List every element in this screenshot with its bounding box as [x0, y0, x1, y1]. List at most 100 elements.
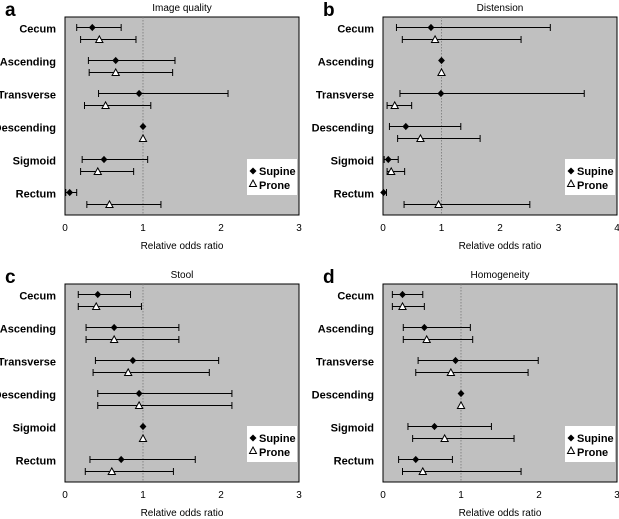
legend-label-prone: Prone: [577, 447, 608, 459]
panel-title: Stool: [171, 270, 194, 281]
category-label: Transverse: [316, 357, 374, 369]
category-label: Cecum: [19, 291, 56, 303]
triangle-marker: [138, 433, 148, 442]
data-point-supine: [398, 455, 453, 464]
diamond-marker: [88, 23, 96, 32]
diamond-marker: [438, 56, 445, 65]
panel-letter: a: [5, 0, 16, 21]
diamond-marker: [420, 323, 428, 332]
x-axis-label: Relative odds ratio: [459, 508, 542, 519]
legend-diamond-icon: [567, 167, 575, 175]
data-point-prone: [456, 400, 466, 409]
data-point-supine: [81, 155, 149, 164]
data-point-supine: [407, 422, 492, 431]
triangle-marker: [440, 433, 450, 442]
category-label: Rectum: [16, 456, 57, 468]
category-label: Rectum: [334, 456, 375, 468]
data-point-supine: [65, 188, 78, 197]
triangle-marker: [415, 133, 425, 142]
diamond-marker: [431, 422, 438, 431]
data-point-prone: [84, 466, 174, 475]
data-point-prone: [138, 433, 148, 442]
data-point-prone: [88, 67, 174, 76]
legend: Supine Prone: [247, 159, 297, 195]
panel-letter: c: [5, 267, 16, 288]
data-point-supine: [77, 290, 132, 299]
diamond-marker: [66, 188, 74, 197]
legend-label-prone: Prone: [577, 180, 608, 192]
category-label: Descending: [0, 123, 56, 135]
data-point-prone: [80, 166, 135, 175]
legend: Supine Prone: [565, 426, 615, 462]
panel-title: Homogeneity: [471, 270, 530, 281]
legend-triangle-icon: [566, 178, 576, 187]
diamond-marker: [94, 290, 102, 299]
panel-b: b Distension 0 1 2 3 4 Relative odds ratio Cecum…: [312, 0, 619, 252]
triangle-marker: [94, 34, 104, 43]
triangle-marker: [386, 166, 396, 175]
data-point-supine: [139, 422, 147, 431]
category-label: Transverse: [0, 357, 56, 369]
legend-box: [565, 159, 615, 195]
triangle-marker: [109, 334, 119, 343]
data-point-prone: [402, 334, 474, 343]
triangle-marker: [123, 367, 133, 376]
category-label: Rectum: [16, 189, 57, 201]
panel-a: a Image quality 0 1 2 3 Relative odds ratio Cec…: [0, 0, 302, 252]
legend-box: [247, 159, 297, 195]
diamond-marker: [457, 389, 465, 398]
triangle-marker: [93, 166, 103, 175]
category-label: Cecum: [337, 24, 374, 36]
triangle-marker: [446, 367, 456, 376]
data-point-supine: [388, 122, 462, 131]
diamond-marker: [139, 122, 147, 131]
diamond-marker: [135, 89, 143, 98]
diamond-marker: [112, 56, 120, 65]
x-tick-label: 1: [439, 223, 445, 234]
diamond-marker: [384, 155, 392, 164]
category-label: Cecum: [337, 291, 374, 303]
diamond-marker: [402, 122, 410, 131]
category-label: Ascending: [0, 324, 56, 336]
legend-label-supine: Supine: [259, 433, 296, 445]
category-label: Ascending: [318, 57, 374, 69]
category-label: Transverse: [316, 90, 374, 102]
data-point-supine: [94, 356, 220, 365]
data-point-prone: [386, 166, 406, 175]
triangle-marker: [437, 67, 446, 76]
data-point-prone: [402, 466, 522, 475]
x-tick-label: 2: [218, 223, 224, 234]
data-point-prone: [86, 199, 162, 208]
panel-c: c Stool 0 1 2 3 Relative odds ratio Cecum Ascend…: [0, 267, 302, 519]
triangle-marker: [134, 400, 144, 409]
triangle-marker: [422, 334, 432, 343]
data-point-prone: [386, 100, 413, 109]
x-axis-label: Relative odds ratio: [141, 241, 224, 252]
legend-label-supine: Supine: [577, 433, 614, 445]
panel-title: Image quality: [152, 3, 211, 14]
legend-diamond-icon: [249, 167, 257, 175]
diamond-marker: [100, 155, 108, 164]
data-point-supine: [89, 455, 196, 464]
data-point-supine: [97, 389, 233, 398]
x-tick-label: 0: [62, 490, 68, 501]
diamond-marker: [135, 389, 143, 398]
data-point-supine: [438, 56, 445, 65]
x-tick-label: 3: [614, 490, 619, 501]
data-point-prone: [437, 67, 446, 76]
data-point-prone: [397, 133, 481, 142]
legend-triangle-icon: [248, 445, 258, 454]
data-point-supine: [417, 356, 539, 365]
legend: Supine Prone: [565, 159, 615, 195]
category-label: Descending: [312, 123, 374, 135]
x-axis-label: Relative odds ratio: [141, 508, 224, 519]
data-point-prone: [77, 301, 142, 310]
diamond-marker: [427, 23, 435, 32]
panel-title: Distension: [477, 3, 524, 14]
category-label: Descending: [0, 390, 56, 402]
category-label: Sigmoid: [331, 423, 374, 435]
panel-d: d Homogeneity 0 1 2 3 Relative odds ratio Cecum…: [312, 267, 619, 519]
legend-label-supine: Supine: [259, 166, 296, 178]
x-tick-label: 4: [614, 223, 619, 234]
diamond-marker: [139, 422, 147, 431]
